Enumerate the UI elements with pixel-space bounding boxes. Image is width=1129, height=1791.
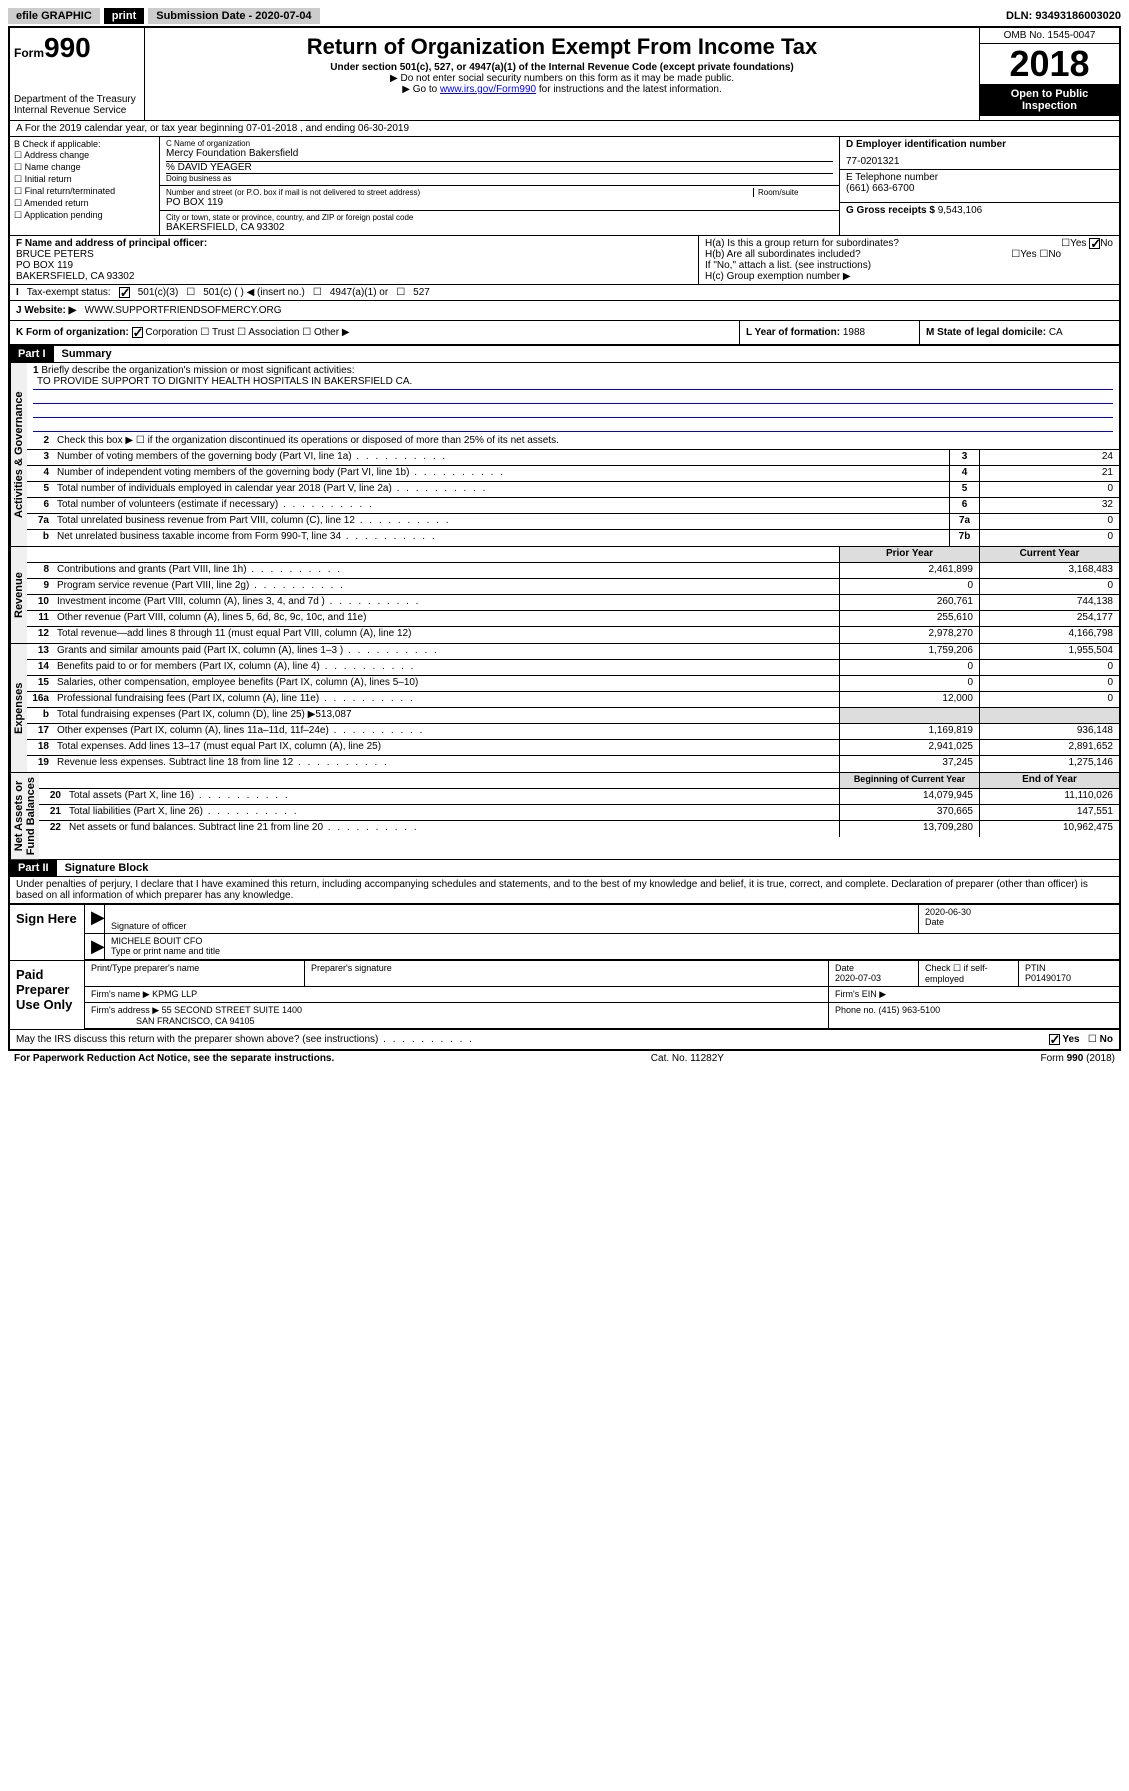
efile-badge: efile GRAPHIC	[8, 8, 100, 24]
val-6: 32	[979, 498, 1119, 513]
tax-exempt-status: I Tax-exempt status: 501(c)(3) ☐ 501(c) …	[10, 285, 1119, 301]
year-box: OMB No. 1545-0047 2018 Open to Public In…	[979, 28, 1119, 120]
paid-preparer-label: Paid Preparer Use Only	[10, 961, 85, 1029]
dln: DLN: 93493186003020	[1006, 10, 1121, 22]
website: J Website: ▶ WWW.SUPPORTFRIENDSOFMERCY.O…	[10, 301, 1119, 321]
vtab-governance: Activities & Governance	[10, 363, 27, 546]
officer-name: MICHELE BOUIT CFO	[111, 936, 1113, 946]
vtab-expenses: Expenses	[10, 644, 27, 772]
part2-header: Part II	[10, 860, 57, 876]
print-button[interactable]: print	[104, 8, 144, 24]
vtab-revenue: Revenue	[10, 547, 27, 643]
form-of-org: K Form of organization: Corporation ☐ Tr…	[10, 321, 739, 344]
page-footer: For Paperwork Reduction Act Notice, see …	[8, 1051, 1121, 1066]
year-formation: L Year of formation: 1988	[739, 321, 919, 344]
row-a-tax-year: A For the 2019 calendar year, or tax yea…	[10, 121, 1119, 137]
val-7a: 0	[979, 514, 1119, 529]
val-3: 24	[979, 450, 1119, 465]
top-bar: efile GRAPHIC print Submission Date - 20…	[8, 8, 1121, 24]
org-name: C Name of organization Mercy Foundation …	[160, 137, 839, 186]
state-domicile: M State of legal domicile: CA	[919, 321, 1119, 344]
discuss-row: May the IRS discuss this return with the…	[10, 1029, 1119, 1049]
group-return: H(a) Is this a group return for subordin…	[699, 236, 1119, 284]
form-id-box: Form990 Department of the Treasury Inter…	[10, 28, 145, 120]
prior-8: 2,461,899	[839, 563, 979, 578]
org-city: City or town, state or province, country…	[160, 211, 839, 235]
curr-8: 3,168,483	[979, 563, 1119, 578]
perjury-statement: Under penalties of perjury, I declare th…	[10, 877, 1119, 904]
vtab-netassets: Net Assets or Fund Balances	[10, 773, 39, 859]
gross-receipts: G Gross receipts $ 9,543,106	[840, 203, 1119, 235]
mission-text: TO PROVIDE SUPPORT TO DIGNITY HEALTH HOS…	[33, 376, 1113, 390]
ptin: P01490170	[1025, 973, 1071, 983]
principal-officer: F Name and address of principal officer:…	[10, 236, 699, 284]
part1-header: Part I	[10, 346, 54, 362]
firm-phone: (415) 963-5100	[879, 1005, 941, 1015]
col-b-checkboxes: B Check if applicable: ☐ Address change …	[10, 137, 160, 235]
ein: D Employer identification number 77-0201…	[840, 137, 1119, 170]
instructions-link[interactable]: www.irs.gov/Form990	[440, 84, 536, 95]
val-7b: 0	[979, 530, 1119, 546]
form-container: Form990 Department of the Treasury Inter…	[8, 26, 1121, 1051]
firm-name: KPMG LLP	[152, 989, 197, 999]
submission-date: Submission Date - 2020-07-04	[148, 8, 319, 24]
form-title-box: Return of Organization Exempt From Incom…	[145, 28, 979, 120]
form-title: Return of Organization Exempt From Incom…	[149, 34, 975, 60]
sign-here-label: Sign Here	[10, 905, 85, 960]
val-4: 21	[979, 466, 1119, 481]
org-address: Number and street (or P.O. box if mail i…	[160, 186, 839, 211]
telephone: E Telephone number (661) 663-6700	[840, 170, 1119, 203]
val-5: 0	[979, 482, 1119, 497]
